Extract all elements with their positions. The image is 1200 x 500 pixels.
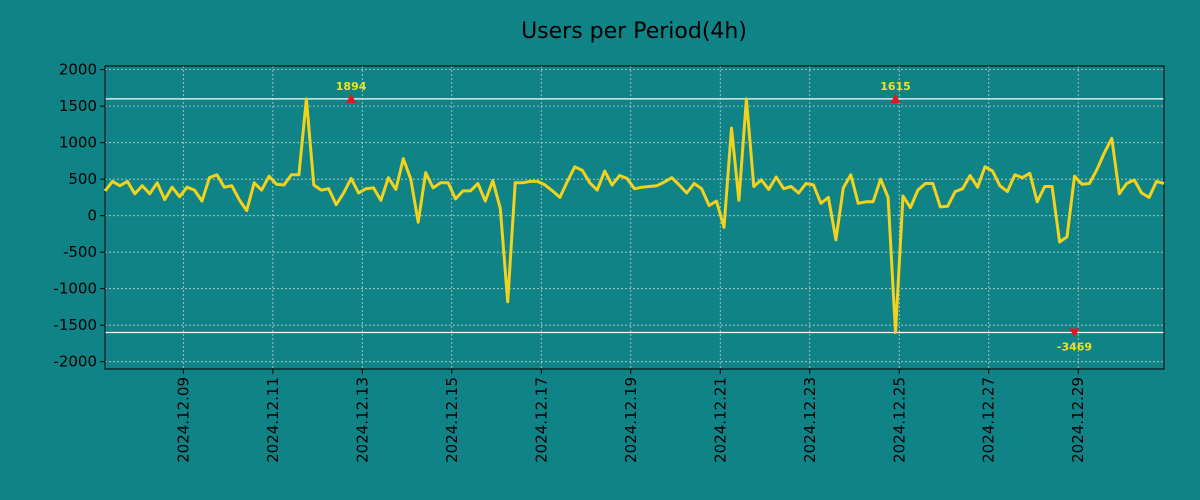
grid [105, 66, 1164, 369]
x-tick-label: 2024.12.27 [980, 377, 998, 463]
y-tick-label: -2000 [53, 353, 97, 371]
x-tick-label: 2024.12.15 [443, 377, 461, 463]
y-tick-label: -1500 [53, 316, 97, 334]
y-tick-label: -1000 [53, 280, 97, 298]
y-tick-label: 500 [68, 170, 97, 188]
y-tick-label: 1500 [59, 97, 97, 115]
peak-label: -3469 [1057, 340, 1092, 353]
x-tick-label: 2024.12.17 [532, 377, 550, 463]
y-tick-label: 0 [87, 207, 97, 225]
peak-marker [890, 93, 901, 103]
series-line-users [103, 97, 1165, 334]
plot-frame [104, 65, 1165, 370]
y-tick-label: 1000 [59, 134, 97, 152]
peak-marker [1069, 328, 1080, 338]
x-tick-label: 2024.12.11 [264, 377, 282, 463]
reference-lines [105, 98, 1164, 334]
x-tick-label: 2024.12.23 [801, 377, 819, 463]
peak-annotations: 1894 1615 -3469 [336, 80, 1092, 354]
peak-label: 1894 [336, 80, 367, 93]
x-axis: 2024.12.09 2024.12.11 2024.12.13 2024.12.15… [174, 369, 1087, 463]
chart-title: Users per Period(4h) [521, 19, 747, 44]
y-tick-label: -500 [63, 243, 97, 261]
x-tick-label: 2024.12.21 [711, 377, 729, 463]
peak-marker [346, 93, 357, 103]
peak-label: 1615 [880, 80, 911, 93]
x-tick-label: 2024.12.13 [353, 377, 371, 463]
y-tick-label: 2000 [59, 61, 97, 79]
x-tick-label: 2024.12.09 [174, 377, 192, 463]
y-axis: 2000 1500 1000 500 0 -500 -1000 -1500 -2000 [53, 61, 105, 371]
x-tick-label: 2024.12.25 [890, 377, 908, 463]
x-tick-label: 2024.12.19 [622, 377, 640, 463]
x-tick-label: 2024.12.29 [1069, 377, 1087, 463]
